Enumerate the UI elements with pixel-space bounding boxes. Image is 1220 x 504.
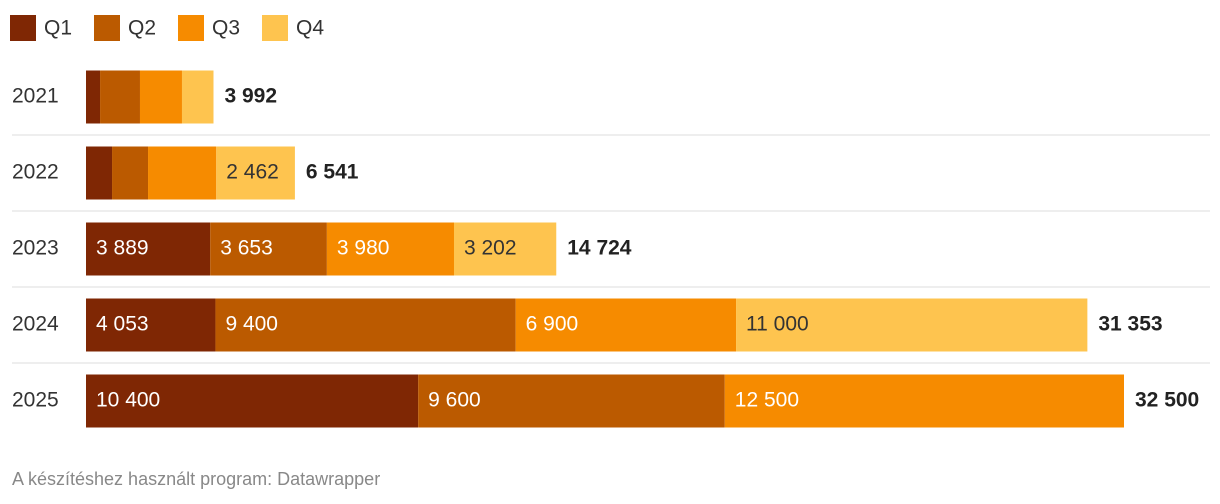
y-tick-label: 2021 <box>12 85 59 108</box>
footer: A készítéshez használt program: Datawrap… <box>12 469 380 489</box>
value-label: 9 400 <box>225 313 278 336</box>
bar-segment <box>86 222 211 276</box>
legend-label: Q2 <box>128 17 156 40</box>
bar-segment <box>86 70 101 124</box>
total-label: 32 500 <box>1135 389 1199 412</box>
value-label: 3 980 <box>337 237 390 260</box>
y-tick-label: 2022 <box>12 161 59 184</box>
value-label: 3 653 <box>220 237 273 260</box>
legend-swatch <box>94 15 120 41</box>
bar-segment <box>210 222 327 276</box>
value-label: 10 400 <box>96 389 160 412</box>
bar-segment <box>86 374 419 428</box>
bar-segment <box>215 298 516 352</box>
bar-segment <box>139 70 182 124</box>
value-label: 4 053 <box>96 313 149 336</box>
legend-swatch <box>10 15 36 41</box>
legend-label: Q4 <box>296 17 324 40</box>
total-label: 14 724 <box>567 237 632 260</box>
bar-segment <box>724 374 1124 428</box>
total-label: 6 541 <box>306 161 359 184</box>
bar-segment <box>181 70 214 124</box>
y-tick-label: 2023 <box>12 237 59 260</box>
value-label: 12 500 <box>735 389 799 412</box>
bar-segment <box>112 146 149 200</box>
y-tick-label: 2024 <box>12 313 59 336</box>
value-label: 3 889 <box>96 237 149 260</box>
bar-segment <box>86 298 216 352</box>
legend-swatch <box>178 15 204 41</box>
total-label: 31 353 <box>1098 313 1162 336</box>
bar-segment <box>736 298 1088 352</box>
bar-segment <box>515 298 737 352</box>
value-label: 9 600 <box>428 389 481 412</box>
legend-label: Q3 <box>212 17 240 40</box>
legend-label: Q1 <box>44 17 72 40</box>
y-tick-label: 2025 <box>12 389 59 412</box>
value-label: 6 900 <box>526 313 579 336</box>
bar-segment <box>326 222 454 276</box>
bar-segment <box>100 70 140 124</box>
value-label: 2 462 <box>226 161 279 184</box>
total-label: 3 992 <box>224 85 277 108</box>
value-label: 3 202 <box>464 237 517 260</box>
bar-segment <box>418 374 725 428</box>
bar-segment <box>86 146 113 200</box>
value-label: 11 000 <box>746 313 809 336</box>
legend-swatch <box>262 15 288 41</box>
bar-segment <box>453 222 557 276</box>
bar-segment <box>148 146 217 200</box>
bar-segment <box>216 146 295 200</box>
